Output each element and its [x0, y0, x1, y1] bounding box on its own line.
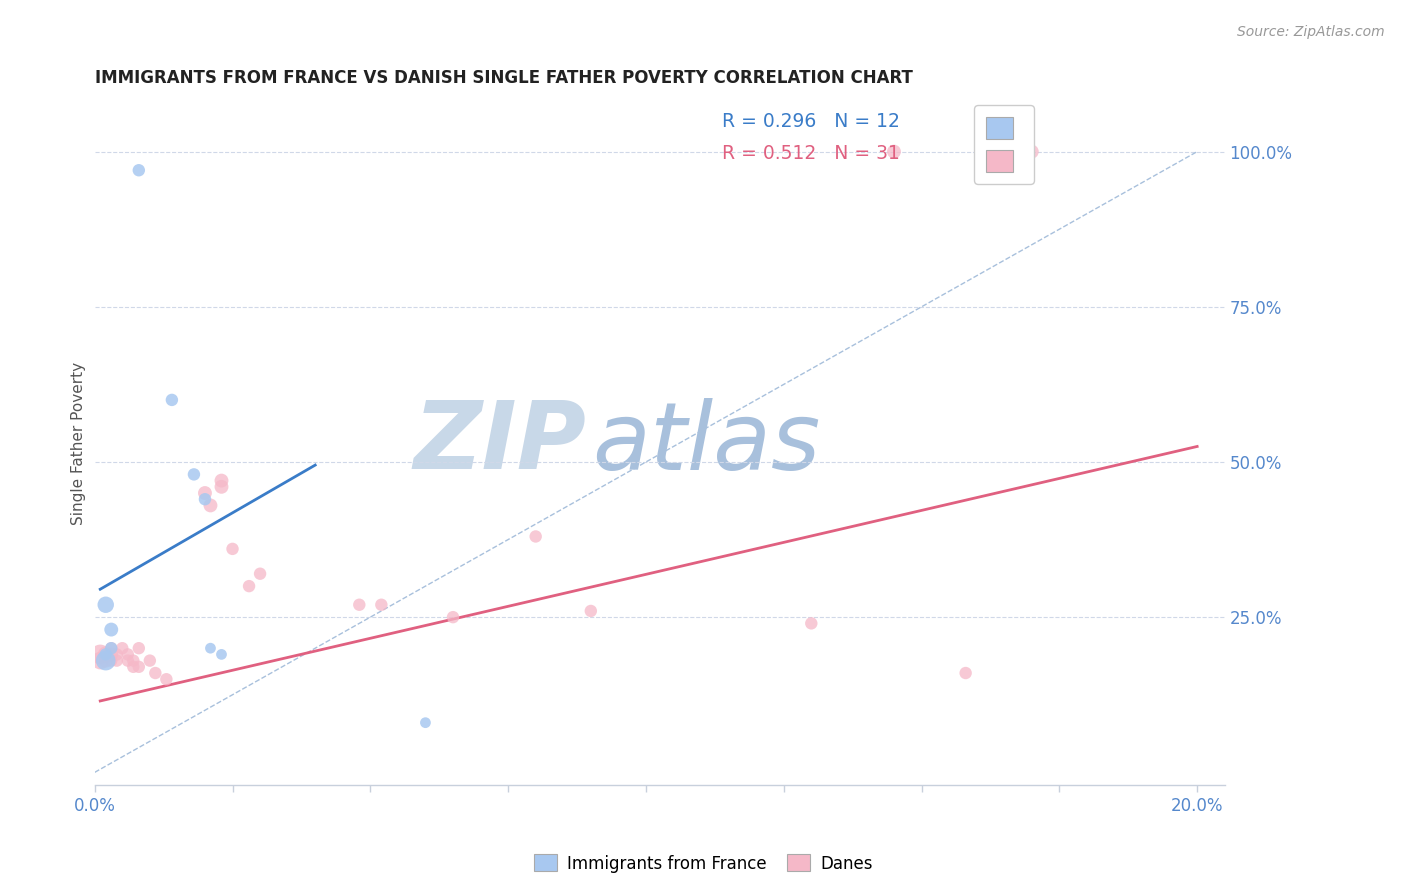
Point	[143, 666, 166, 681]
Point	[111, 641, 134, 656]
Point	[1021, 145, 1043, 159]
Point	[100, 654, 122, 668]
Point	[105, 648, 128, 662]
Text: R = 0.512   N = 31: R = 0.512 N = 31	[721, 145, 900, 163]
Text: R = 0.296   N = 12: R = 0.296 N = 12	[721, 112, 900, 131]
Point	[579, 604, 602, 618]
Point	[211, 474, 233, 488]
Point	[117, 654, 139, 668]
Point	[194, 492, 217, 507]
Point	[100, 641, 122, 656]
Point	[183, 467, 205, 482]
Point	[100, 648, 122, 662]
Point	[128, 660, 150, 674]
Point	[94, 648, 117, 662]
Point	[370, 598, 392, 612]
Point	[955, 666, 977, 681]
Point	[200, 641, 222, 656]
Point	[883, 145, 905, 159]
Point	[100, 623, 122, 637]
Point	[122, 654, 145, 668]
Point	[139, 654, 162, 668]
Text: Source: ZipAtlas.com: Source: ZipAtlas.com	[1237, 25, 1385, 39]
Point	[105, 654, 128, 668]
Point	[94, 654, 117, 668]
Text: atlas: atlas	[592, 398, 820, 489]
Point	[128, 163, 150, 178]
Point	[94, 648, 117, 662]
Text: ZIP: ZIP	[413, 397, 586, 490]
Point	[160, 392, 183, 407]
Point	[211, 480, 233, 494]
Point	[800, 616, 823, 631]
Legend: , : ,	[974, 105, 1035, 184]
Point	[155, 672, 177, 686]
Point	[89, 648, 111, 662]
Point	[524, 529, 547, 543]
Point	[349, 598, 371, 612]
Point	[200, 499, 222, 513]
Point	[211, 648, 233, 662]
Point	[441, 610, 464, 624]
Y-axis label: Single Father Poverty: Single Father Poverty	[72, 362, 86, 524]
Point	[94, 598, 117, 612]
Point	[89, 654, 111, 668]
Text: IMMIGRANTS FROM FRANCE VS DANISH SINGLE FATHER POVERTY CORRELATION CHART: IMMIGRANTS FROM FRANCE VS DANISH SINGLE …	[94, 69, 912, 87]
Point	[128, 641, 150, 656]
Legend: Immigrants from France, Danes: Immigrants from France, Danes	[527, 847, 879, 880]
Point	[100, 641, 122, 656]
Point	[122, 660, 145, 674]
Point	[415, 715, 437, 730]
Point	[249, 566, 271, 581]
Point	[117, 648, 139, 662]
Point	[221, 541, 243, 556]
Point	[238, 579, 260, 593]
Point	[194, 486, 217, 500]
Point	[94, 654, 117, 668]
